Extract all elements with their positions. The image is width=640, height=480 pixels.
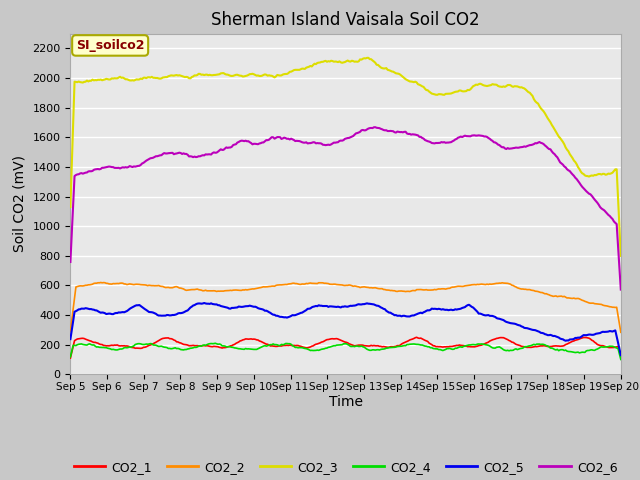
Legend: CO2_1, CO2_2, CO2_3, CO2_4, CO2_5, CO2_6: CO2_1, CO2_2, CO2_3, CO2_4, CO2_5, CO2_6 [68, 456, 623, 479]
Y-axis label: Soil CO2 (mV): Soil CO2 (mV) [13, 156, 27, 252]
X-axis label: Time: Time [328, 395, 363, 409]
Text: SI_soilco2: SI_soilco2 [76, 39, 145, 52]
Title: Sherman Island Vaisala Soil CO2: Sherman Island Vaisala Soil CO2 [211, 11, 480, 29]
